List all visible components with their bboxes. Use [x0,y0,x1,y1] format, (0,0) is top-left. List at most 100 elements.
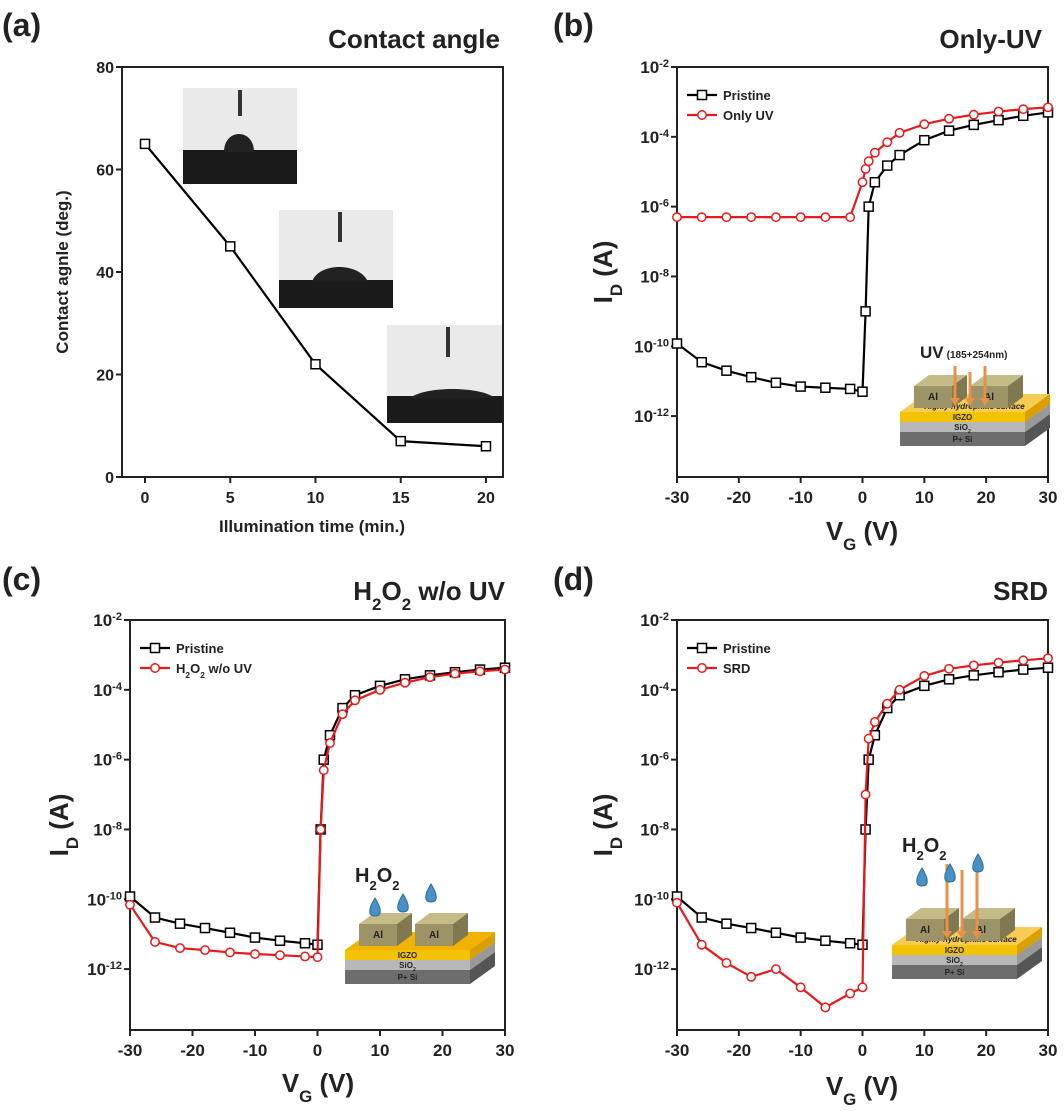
chart-title: H2O2 w/o UV [353,576,505,614]
text-part: -4 [659,128,670,140]
data-point [845,988,856,999]
droplet [410,389,495,398]
x-tick-label: 30 [496,1041,515,1060]
data-point [882,137,893,148]
x-tick-label: 10 [915,488,934,507]
panel-label: (b) [553,7,594,43]
y-tick-label: 80 [96,60,114,77]
data-point [450,668,460,679]
needle [446,327,450,357]
data-point [149,912,161,923]
text-part: -2 [112,611,122,623]
electrode-label: Al [976,925,986,936]
text-part: -8 [659,820,669,832]
text-part: I [588,849,618,856]
text-part: 10 [634,407,653,426]
x-tick-label: 0 [858,488,867,507]
text-part: V [282,1068,300,1098]
drop [916,867,928,887]
text-part: -4 [659,681,670,693]
data-point [1018,664,1029,675]
drop [944,863,956,883]
data-point [820,212,831,223]
contact-angle-photos [183,88,503,423]
data-point [770,964,781,975]
legend-marker [697,110,707,120]
data-point [225,947,235,958]
x-tick-label: 0 [858,1041,867,1060]
data-point [250,949,260,959]
text-part: -2 [659,58,669,70]
text-part: D [607,837,626,849]
data-point [857,386,868,397]
legend-marker [697,663,707,673]
data-point [919,680,930,692]
data-point [795,982,806,993]
data-point [869,176,881,188]
x-tick-label: 15 [392,490,410,507]
layer-front [900,412,1025,422]
data-point [139,138,151,150]
layer-side [1025,394,1050,422]
data-point [844,937,856,949]
data-point [125,899,135,910]
data-point [857,177,868,188]
y-tick-label: 10-4 [640,128,670,147]
layer-label: SiO2 [946,956,963,968]
data-point [199,922,211,934]
data-point [860,306,871,317]
layer-side [1017,937,1042,965]
droplet [224,134,254,152]
drop [369,897,381,917]
text-part: 2 [185,670,190,680]
arrow-head [957,931,967,939]
data-point [721,957,732,968]
legend-label: H2O2 w/o UV [176,661,252,680]
chart-title: Only-UV [939,24,1042,54]
layer-front [892,945,1017,955]
y-tick-label: 0 [105,470,114,487]
text-part: -8 [659,267,669,279]
data-point [820,382,831,393]
text-part: G [843,535,856,554]
text-part: -12 [653,407,669,419]
y-tick-label: 10-6 [640,198,669,217]
data-point [869,717,880,727]
data-point [274,935,286,946]
data-point [249,932,261,943]
data-point [299,937,311,949]
data-point [894,127,905,138]
data-point [869,147,880,158]
arrow-head [950,398,960,406]
data-point [275,950,285,961]
data-point [944,663,955,674]
data-point [968,660,979,671]
text-part: 2 [392,878,399,893]
data-point [894,684,905,695]
data-point [770,377,782,389]
text-part: (V) [856,516,898,546]
data-point [174,918,186,929]
text-part: 10 [93,751,112,770]
layer-front [345,960,470,970]
layer-side [1025,414,1050,446]
text-part: SiO [954,423,968,432]
layer-label: P+ Si [945,968,965,977]
arrow-head [965,398,975,406]
data-point [395,435,406,447]
data-point [770,927,782,938]
data-point [696,356,707,368]
layer-front [345,970,470,984]
y-tick-label: 10-12 [634,960,669,979]
text-part: D [607,284,626,296]
arrow-head [942,931,952,939]
data-point [318,754,329,765]
layer-side [397,913,412,946]
text-part: 10 [640,751,659,770]
electrode-label: Al [373,930,383,941]
layer-side [470,932,495,960]
text-part: 2 [372,595,381,614]
text-part: 10 [640,128,659,147]
data-point [795,212,806,223]
data-point [845,212,856,223]
